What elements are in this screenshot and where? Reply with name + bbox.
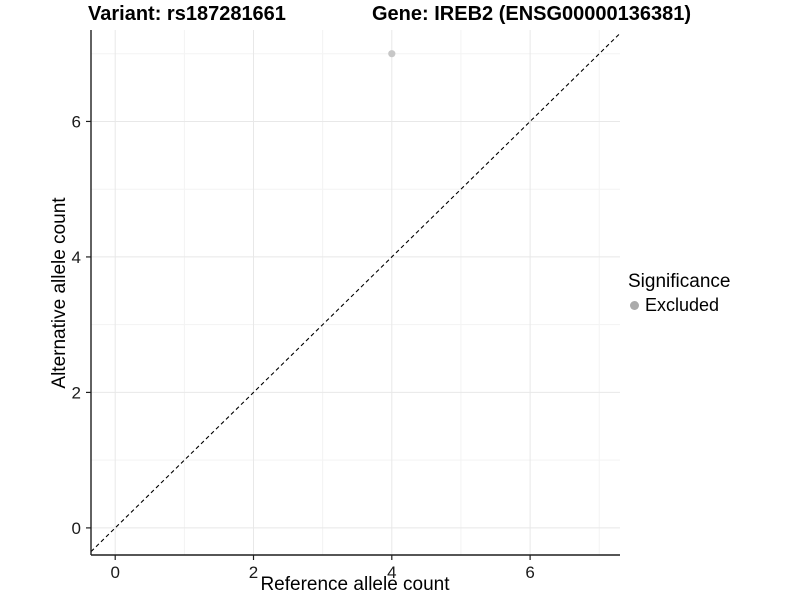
identity-line <box>90 32 621 553</box>
legend: Significance Excluded <box>628 270 730 316</box>
y-tick-label: 6 <box>72 112 81 131</box>
legend-item-excluded: Excluded <box>628 295 730 316</box>
legend-item-label: Excluded <box>645 295 720 315</box>
legend-point-icon <box>630 301 639 310</box>
y-tick-label: 2 <box>72 383 81 402</box>
plot-title-gene: Gene: IREB2 (ENSG00000136381) <box>372 3 692 25</box>
legend-title: Significance <box>628 271 731 292</box>
x-axis-title: Reference allele count <box>260 574 450 595</box>
y-tick-label: 4 <box>72 248 81 267</box>
data-point <box>388 50 396 58</box>
y-tick-label: 0 <box>72 519 81 538</box>
x-tick-label: 6 <box>525 563 534 582</box>
x-tick-label: 4 <box>387 563 396 582</box>
plot-title-variant: Variant: rs187281661 <box>88 3 286 25</box>
x-tick-label: 0 <box>110 563 119 582</box>
x-tick-label: 2 <box>249 563 258 582</box>
y-axis-title: Alternative allele count <box>49 197 70 389</box>
